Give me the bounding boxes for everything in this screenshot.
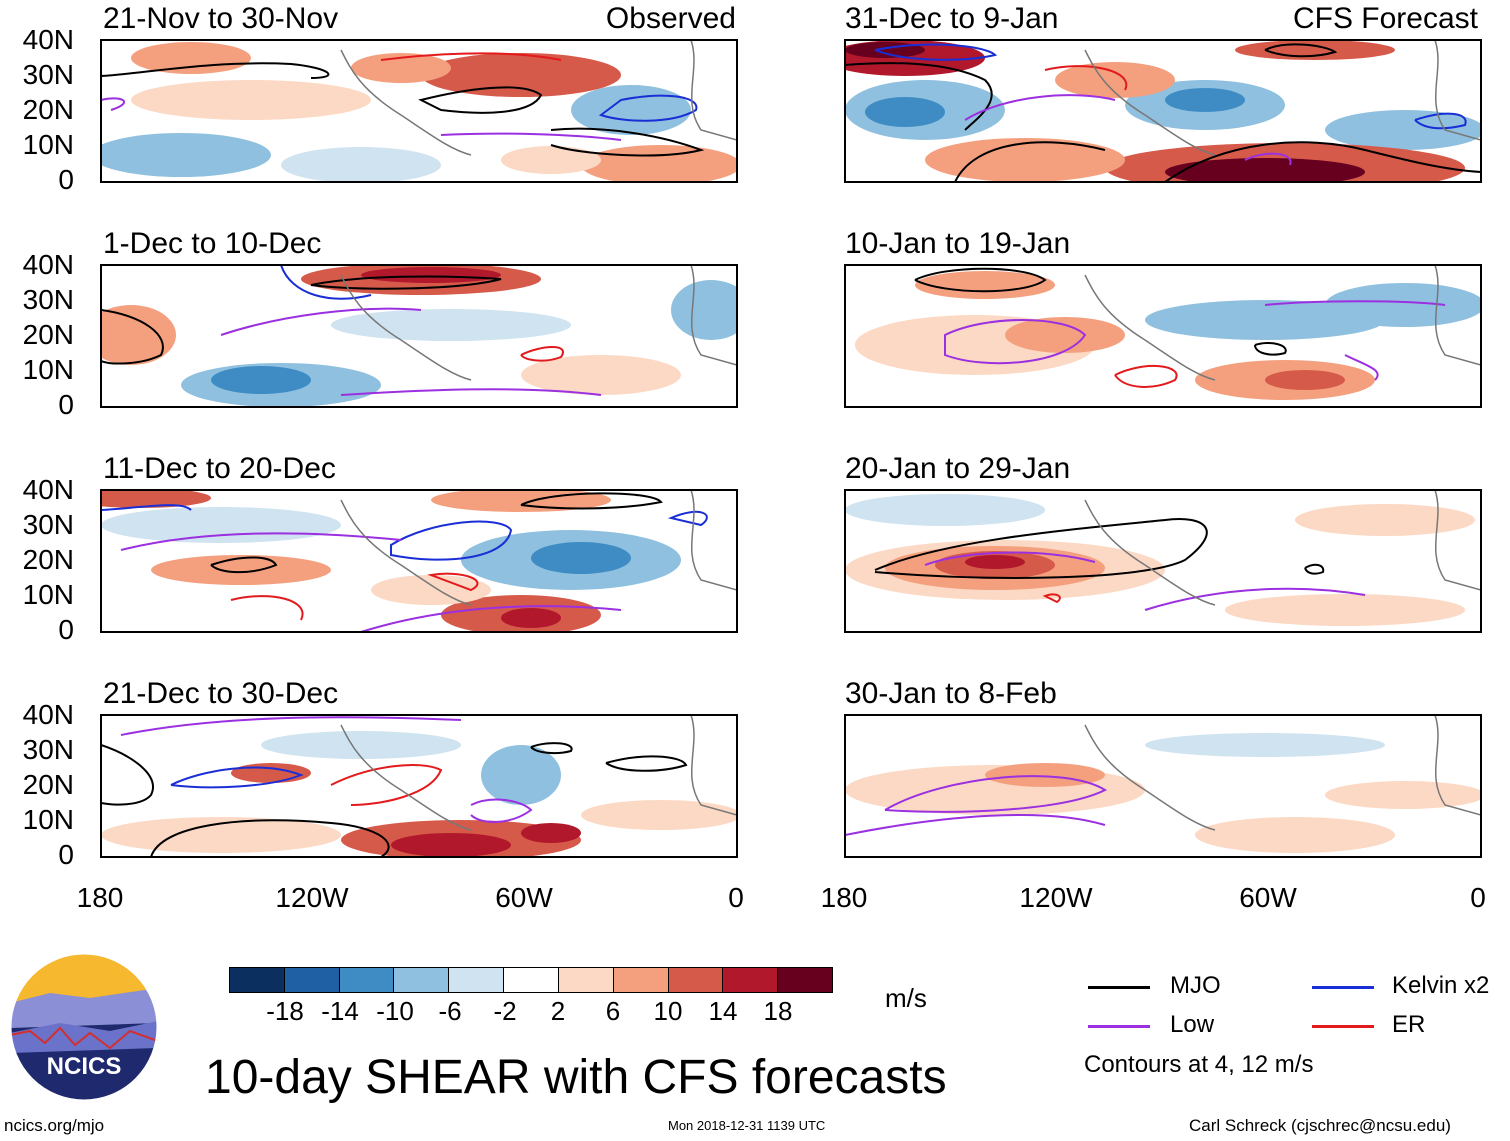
- footer-credit: Carl Schreck (cjschrec@ncsu.edu): [1189, 1116, 1451, 1135]
- x-tick-label: 120W: [275, 882, 349, 913]
- x-tick-label: 180: [76, 882, 124, 913]
- panel-title: 31-Dec to 9-Jan: [845, 2, 1059, 35]
- y-tick-label: 0: [58, 614, 74, 645]
- shear-map: [845, 715, 1481, 857]
- colorbar-swatch: [230, 968, 285, 992]
- panel-tag: CFS Forecast: [1292, 2, 1478, 35]
- legend-line-low: [1088, 1025, 1150, 1028]
- panel-title: 21-Nov to 30-Nov: [103, 2, 339, 35]
- panel-tag: Observed: [605, 2, 736, 35]
- y-tick-label: 40N: [22, 249, 74, 280]
- colorbar-label: -14: [321, 996, 359, 1026]
- y-tick-label: 30N: [22, 284, 74, 315]
- contour-note: Contours at 4, 12 m/s: [1084, 1051, 1314, 1078]
- y-tick-label: 10N: [22, 129, 74, 160]
- colorbar-label: 14: [708, 996, 738, 1026]
- colorbar-label: -6: [438, 996, 462, 1026]
- shear-map: [845, 490, 1481, 632]
- colorbar-swatch: [339, 968, 395, 992]
- y-tick-label: 40N: [22, 474, 74, 505]
- shear-map: [845, 265, 1481, 407]
- colorbar-label: -10: [376, 996, 414, 1026]
- colorbar-swatch: [778, 968, 832, 992]
- legend-label-er: ER: [1392, 1011, 1426, 1038]
- y-tick-label: 20N: [22, 769, 74, 800]
- colorbar-label: -18: [266, 996, 304, 1026]
- x-tick-label: 60W: [495, 882, 553, 913]
- colorbar-swatch: [504, 968, 559, 992]
- y-tick-label: 0: [58, 164, 74, 195]
- colorbar-label: -2: [493, 996, 517, 1026]
- colorbar-swatch: [558, 968, 614, 992]
- colorbar-units: m/s: [885, 983, 927, 1013]
- legend-label-low: Low: [1170, 1011, 1215, 1038]
- footer-timestamp: Mon 2018-12-31 1139 UTC: [668, 1118, 826, 1133]
- legend-line-mjo: [1088, 986, 1150, 989]
- colorbar-swatch: [613, 968, 669, 992]
- colorbar-swatch: [449, 968, 505, 992]
- y-tick-label: 40N: [22, 699, 74, 730]
- colorbar-label: 10: [653, 996, 683, 1026]
- panel-title: 11-Dec to 20-Dec: [103, 452, 336, 485]
- y-tick-label: 10N: [22, 579, 74, 610]
- y-tick-label: 20N: [22, 544, 74, 575]
- colorbar-label: 6: [605, 996, 621, 1026]
- colorbar-label: 18: [763, 996, 793, 1026]
- panel-title: 20-Jan to 29-Jan: [845, 452, 1071, 485]
- y-tick-label: 20N: [22, 94, 74, 125]
- y-tick-label: 20N: [22, 319, 74, 350]
- x-tick-label: 0: [728, 882, 744, 913]
- y-tick-label: 0: [58, 839, 74, 870]
- footer-link[interactable]: ncics.org/mjo: [4, 1116, 105, 1135]
- y-tick-label: 30N: [22, 509, 74, 540]
- panel-title: 21-Dec to 30-Dec: [103, 677, 339, 710]
- legend-line-er: [1312, 1025, 1374, 1028]
- colorbar: [229, 967, 833, 993]
- shear-map: [101, 715, 737, 857]
- panel-title: 30-Jan to 8-Feb: [845, 677, 1057, 710]
- legend-line-kelvin: [1312, 986, 1374, 989]
- y-tick-label: 30N: [22, 59, 74, 90]
- y-tick-label: 10N: [22, 804, 74, 835]
- x-tick-label: 0: [1470, 882, 1486, 913]
- y-tick-label: 30N: [22, 734, 74, 765]
- colorbar-label: 2: [550, 996, 566, 1026]
- shear-map: [101, 40, 737, 182]
- panel-title: 10-Jan to 19-Jan: [845, 227, 1071, 260]
- shear-map: [845, 40, 1481, 182]
- colorbar-swatch: [723, 968, 779, 992]
- colorbar-swatch: [394, 968, 450, 992]
- x-tick-label: 180: [820, 882, 868, 913]
- legend-label-mjo: MJO: [1170, 972, 1221, 999]
- y-tick-label: 10N: [22, 354, 74, 385]
- ncics-logo: NCICS: [10, 953, 158, 1101]
- panel-title: 1-Dec to 10-Dec: [103, 227, 322, 260]
- main-title: 10-day SHEAR with CFS forecasts: [205, 1051, 947, 1104]
- y-tick-label: 40N: [22, 24, 74, 55]
- x-tick-label: 60W: [1239, 882, 1297, 913]
- y-tick-label: 0: [58, 389, 74, 420]
- legend-label-kelvin: Kelvin x2: [1392, 972, 1490, 999]
- colorbar-swatch: [284, 968, 340, 992]
- colorbar-swatch: [668, 968, 724, 992]
- x-tick-label: 120W: [1019, 882, 1093, 913]
- logo-text: NCICS: [47, 1053, 122, 1080]
- shear-map: [101, 490, 737, 632]
- shear-map: [101, 265, 737, 407]
